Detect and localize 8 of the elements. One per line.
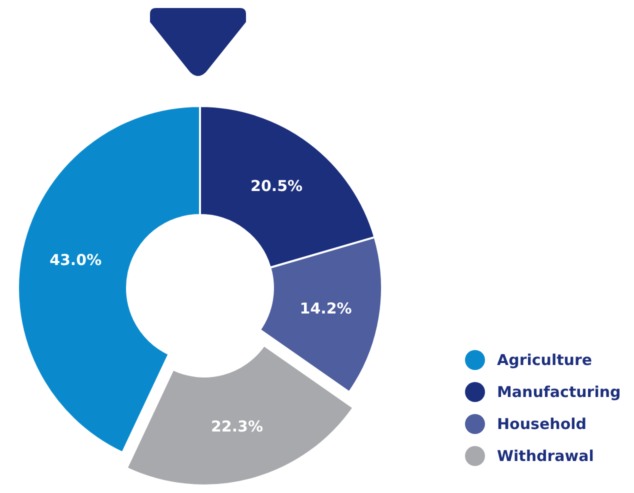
legend-label: Withdrawal bbox=[497, 447, 594, 465]
data-label: 43.0% bbox=[50, 251, 102, 270]
legend-label: Manufacturing bbox=[497, 383, 621, 401]
legend-label: Household bbox=[497, 415, 587, 433]
data-label: 14.2% bbox=[300, 300, 352, 318]
data-label: 20.5% bbox=[250, 177, 303, 196]
legend-label: Agriculture bbox=[497, 351, 592, 369]
data-label: 22.3% bbox=[210, 418, 264, 436]
